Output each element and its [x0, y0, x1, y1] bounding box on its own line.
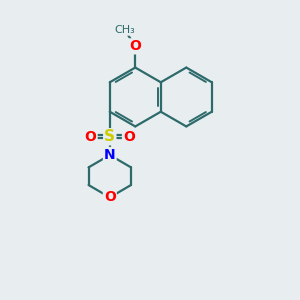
Text: O: O: [104, 190, 116, 204]
Text: S: S: [104, 129, 115, 144]
Text: CH₃: CH₃: [115, 25, 135, 35]
Text: O: O: [85, 130, 97, 144]
Text: N: N: [104, 148, 116, 162]
Text: O: O: [129, 39, 141, 53]
Text: O: O: [123, 130, 135, 144]
